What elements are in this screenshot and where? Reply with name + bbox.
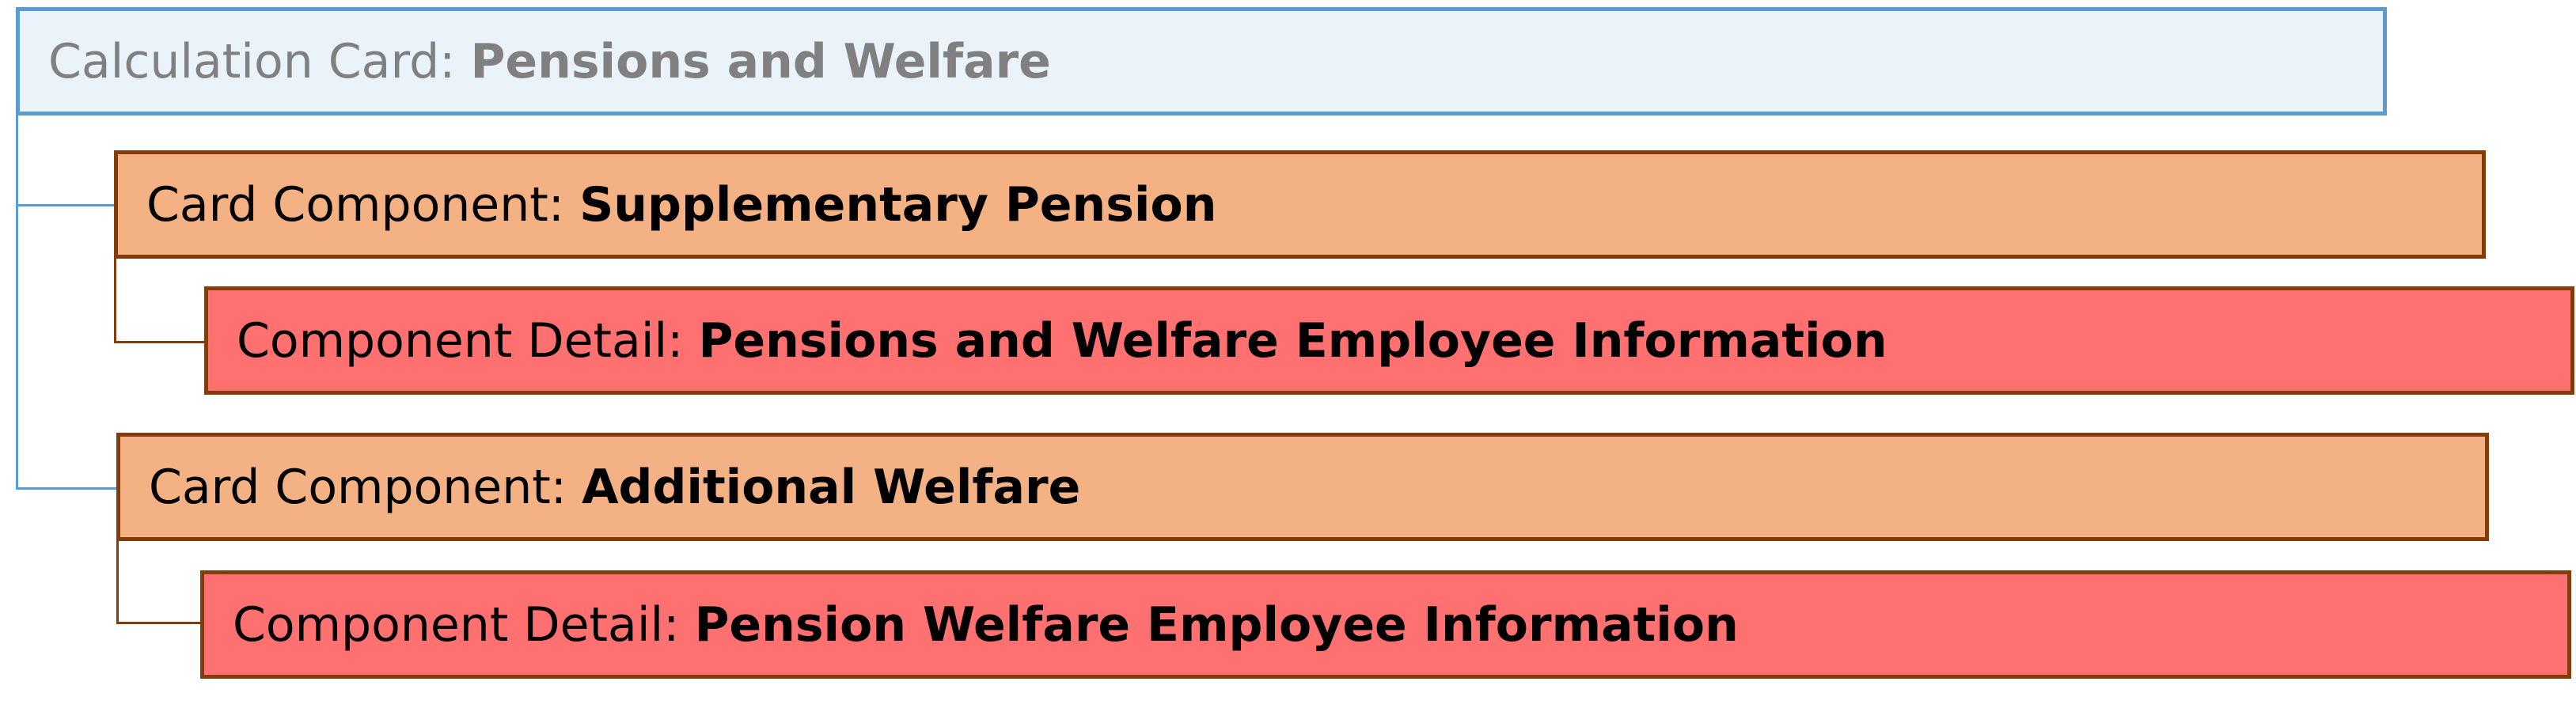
connector-card-to-component-1: [16, 204, 116, 206]
component-prefix: Card Component:: [149, 459, 582, 515]
card-prefix: Calculation Card:: [48, 33, 471, 89]
card-name: Pensions and Welfare: [470, 33, 1051, 89]
connector-component-2-to-detail: [116, 622, 202, 624]
calculation-card[interactable]: Calculation Card: Pensions and Welfare: [16, 7, 2387, 115]
detail-prefix: Component Detail:: [233, 596, 695, 653]
connector-component-1-to-detail: [114, 341, 207, 343]
component-detail-pension-welfare-employee-info[interactable]: Component Detail: Pension Welfare Employ…: [200, 570, 2571, 679]
component-name: Supplementary Pension: [579, 176, 1217, 233]
detail-prefix: Component Detail:: [237, 312, 699, 369]
component-detail-pensions-welfare-employee-info[interactable]: Component Detail: Pensions and Welfare E…: [204, 286, 2574, 395]
card-component-supplementary-pension[interactable]: Card Component: Supplementary Pension: [114, 150, 2486, 259]
detail-name: Pension Welfare Employee Information: [694, 596, 1739, 653]
component-name: Additional Welfare: [582, 459, 1081, 515]
card-component-additional-welfare[interactable]: Card Component: Additional Welfare: [116, 433, 2489, 541]
detail-name: Pensions and Welfare Employee Informatio…: [698, 312, 1887, 369]
connector-card-vertical: [16, 115, 18, 490]
connector-component-2-vertical: [116, 540, 119, 624]
connector-card-to-component-2: [16, 487, 118, 490]
component-prefix: Card Component:: [146, 176, 580, 233]
connector-component-1-vertical: [114, 258, 116, 343]
